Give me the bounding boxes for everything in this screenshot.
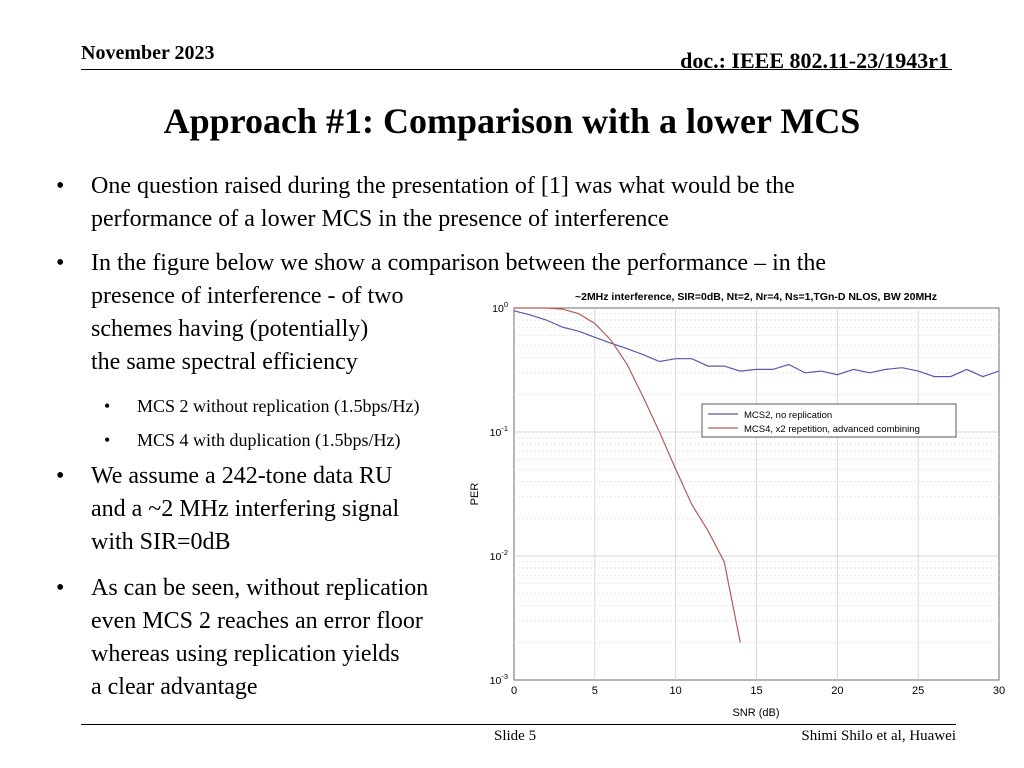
legend-label-mcs2: MCS2, no replication <box>744 410 832 421</box>
x-tick-label: 30 <box>993 685 1005 697</box>
bullet-dot: • <box>104 430 111 450</box>
bullet-line: We assume a 242-tone data RU <box>91 463 393 489</box>
x-tick-label: 10 <box>670 685 682 697</box>
y-tick-label: 10-3 <box>490 672 508 687</box>
bullet-line: whereas using replication yields <box>91 641 400 667</box>
bullet-line: and a ~2 MHz interfering signal <box>91 496 400 522</box>
bullet-dot: • <box>56 463 65 489</box>
bullet-line: the same spectral efficiency <box>91 349 358 375</box>
bullet-line: As can be seen, without replication <box>91 575 429 601</box>
x-tick-label: 0 <box>511 685 517 697</box>
header-doc-id: doc.: IEEE 802.11-23/1943r1 <box>680 48 949 73</box>
bullet-line: MCS 2 without replication (1.5bps/Hz) <box>137 396 420 416</box>
per-chart: 0 5 10 15 20 25 30 100 10-1 10-2 10-3 ~2MHz interf… <box>469 291 1005 719</box>
bullet-dot: • <box>56 173 65 199</box>
legend-label-mcs4: MCS4, x2 repetition, advanced combining <box>744 424 920 435</box>
chart-series <box>513 307 1000 643</box>
bullet-line: with SIR=0dB <box>91 529 231 555</box>
y-axis-label: PER <box>469 483 481 506</box>
bullet-dot: • <box>104 396 111 416</box>
bullet-line: a clear advantage <box>91 674 258 700</box>
footer-divider <box>81 724 956 725</box>
bullet-line: One question raised during the presentat… <box>91 173 795 199</box>
series-line-mcs2 <box>513 310 1000 378</box>
y-tick-label: 10-1 <box>490 424 508 439</box>
header-date: November 2023 <box>81 42 215 64</box>
chart-grid <box>514 308 999 680</box>
y-tick-label: 10-2 <box>490 548 508 563</box>
bullet-dot: • <box>56 250 65 276</box>
header-divider <box>81 69 952 70</box>
bullet-line: schemes having (potentially) <box>91 316 369 342</box>
bullet-line: performance of a lower MCS in the presen… <box>91 206 669 232</box>
bullet-line: MCS 4 with duplication (1.5bps/Hz) <box>137 430 401 450</box>
legend-box <box>701 403 957 438</box>
chart-title: ~2MHz interference, SIR=0dB, Nt=2, Nr=4,… <box>575 291 937 303</box>
bullet-line: presence of interference - of two <box>91 283 404 309</box>
bullet-dot: • <box>56 575 65 601</box>
chart-ticks: 0 5 10 15 20 25 30 100 10-1 10-2 10-3 <box>490 300 1005 697</box>
bullet-line: even MCS 2 reaches an error floor <box>91 608 423 634</box>
bullet-line: In the figure below we show a comparison… <box>91 250 827 276</box>
footer-slide-number: Slide 5 <box>494 728 537 744</box>
x-axis-label: SNR (dB) <box>732 707 779 719</box>
x-tick-label: 5 <box>592 685 598 697</box>
x-tick-label: 20 <box>831 685 843 697</box>
y-tick-label: 100 <box>492 300 508 315</box>
chart-legend: MCS2, no replication MCS4, x2 repetition… <box>701 403 957 438</box>
footer-author: Shimi Shilo et al, Huawei <box>801 728 956 744</box>
x-tick-label: 15 <box>750 685 762 697</box>
x-tick-label: 25 <box>912 685 924 697</box>
slide-title: Approach #1: Comparison with a lower MCS <box>163 101 861 141</box>
series-line-mcs4 <box>514 307 741 643</box>
